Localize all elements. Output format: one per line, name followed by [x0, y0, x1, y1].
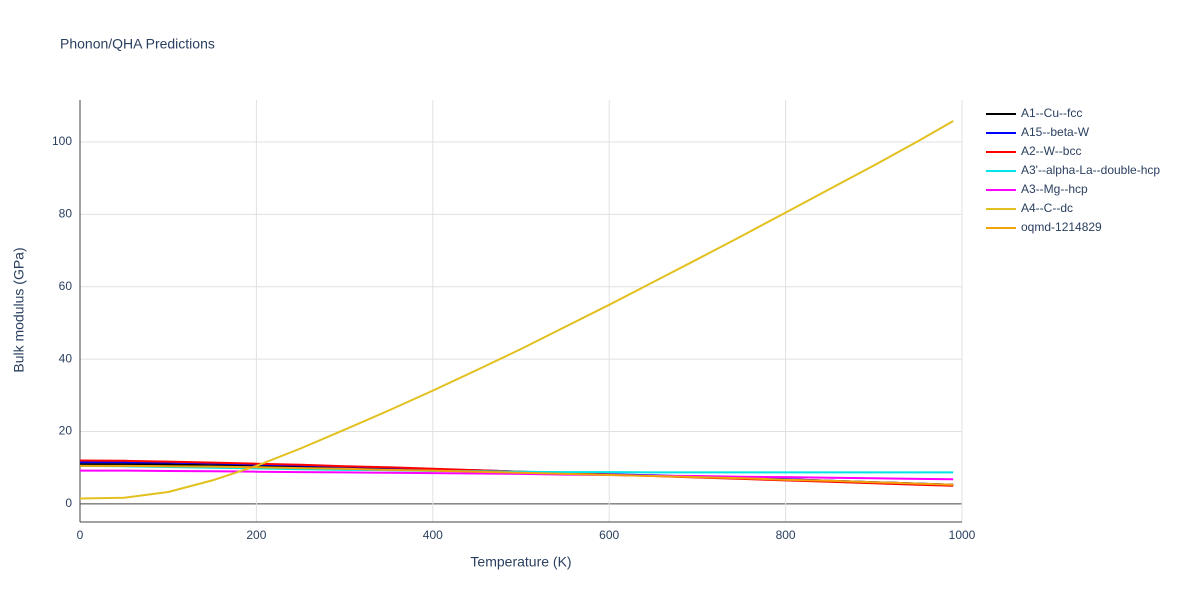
y-tick-label: 20 — [59, 424, 73, 438]
x-tick-label: 1000 — [949, 528, 976, 542]
series-line — [80, 469, 954, 481]
legend-label: A4--C--dc — [1021, 201, 1073, 215]
x-tick-label: 600 — [599, 528, 619, 542]
legend-label: A15--beta-W — [1021, 125, 1090, 139]
y-tick-label: 100 — [52, 134, 72, 148]
x-tick-label: 800 — [776, 528, 796, 542]
legend-label: A3--Mg--hcp — [1021, 182, 1088, 196]
legend-label: A3'--alpha-La--double-hcp — [1021, 163, 1160, 177]
x-tick-label: 200 — [246, 528, 266, 542]
y-tick-label: 40 — [59, 351, 73, 365]
y-tick-label: 0 — [65, 496, 72, 510]
y-tick-label: 80 — [59, 207, 73, 221]
legend-label: A2--W--bcc — [1021, 144, 1081, 158]
series-line — [79, 120, 954, 500]
x-tick-label: 400 — [423, 528, 443, 542]
series-line — [80, 464, 954, 486]
chart-title: Phonon/QHA Predictions — [60, 36, 215, 52]
x-tick-label: 0 — [77, 528, 84, 542]
y-axis-title: Bulk modulus (GPa) — [11, 247, 27, 372]
legend-label: A1--Cu--fcc — [1021, 106, 1082, 120]
legend-label: oqmd-1214829 — [1021, 220, 1102, 234]
series-line — [79, 464, 954, 474]
x-axis-title: Temperature (K) — [470, 554, 571, 570]
y-tick-label: 60 — [59, 279, 73, 293]
